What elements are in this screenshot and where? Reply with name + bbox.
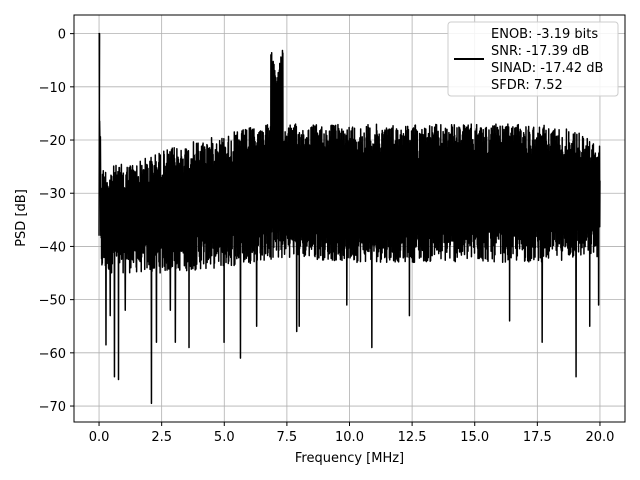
x-tick-label: 17.5 bbox=[523, 430, 552, 445]
x-tick-label: 2.5 bbox=[151, 430, 172, 445]
psd-series bbox=[98, 32, 601, 405]
legend-line-sfdr: SFDR: 7.52 bbox=[491, 78, 563, 93]
x-tick-label: 0.0 bbox=[89, 430, 110, 445]
y-tick-label: −60 bbox=[39, 347, 66, 362]
legend-line-sinad: SINAD: -17.42 dB bbox=[491, 61, 603, 76]
y-axis: 0 −10 −20 −30 −40 −50 −60 −70 bbox=[39, 28, 74, 415]
y-tick-label: −30 bbox=[39, 187, 66, 202]
psd-line bbox=[98, 32, 601, 405]
y-tick-label: −50 bbox=[39, 294, 66, 309]
legend-line-enob: ENOB: -3.19 bits bbox=[491, 27, 598, 42]
y-tick-label: 0 bbox=[58, 28, 66, 43]
y-axis-label: PSD [dB] bbox=[14, 189, 29, 247]
x-tick-label: 15.0 bbox=[460, 430, 489, 445]
legend-line-snr: SNR: -17.39 dB bbox=[491, 44, 589, 59]
y-tick-label: −40 bbox=[39, 240, 66, 255]
x-axis: 0.0 2.5 5.0 7.5 10.0 12.5 15.0 17.5 20.0 bbox=[89, 422, 614, 445]
y-tick-label: −20 bbox=[39, 134, 66, 149]
y-tick-label: −10 bbox=[39, 81, 66, 96]
x-tick-label: 7.5 bbox=[277, 430, 298, 445]
legend: ENOB: -3.19 bits SNR: -17.39 dB SINAD: -… bbox=[447, 21, 619, 97]
x-axis-label: Frequency [MHz] bbox=[295, 451, 404, 466]
x-tick-label: 20.0 bbox=[585, 430, 614, 445]
legend-box bbox=[447, 21, 619, 97]
x-tick-label: 12.5 bbox=[398, 430, 427, 445]
x-tick-label: 5.0 bbox=[214, 430, 235, 445]
x-tick-label: 10.0 bbox=[335, 430, 364, 445]
y-tick-label: −70 bbox=[39, 400, 66, 415]
